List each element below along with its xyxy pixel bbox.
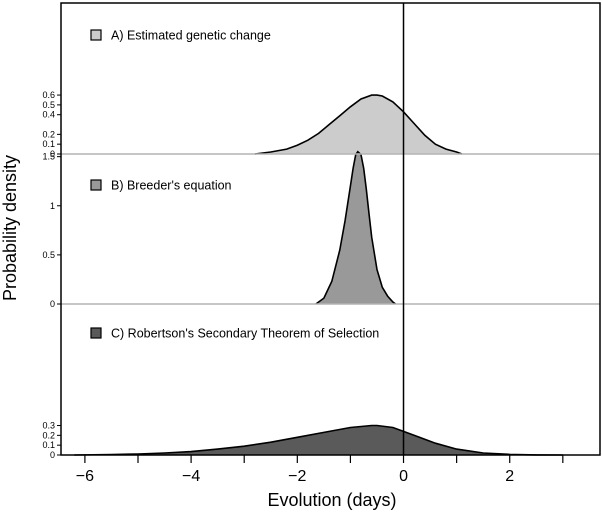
legend-swatch-b (90, 179, 102, 191)
y-tick-label-a: 0 (50, 149, 55, 159)
y-axis-layer: 00.10.20.40.50.600.511.500.10.20.3 (42, 90, 61, 460)
density-line-a (254, 94, 463, 155)
x-tick-label: −6 (76, 468, 94, 485)
y-tick-label-b: 0.5 (42, 250, 55, 260)
y-axis-title: Probability density (0, 155, 20, 301)
x-tick-label: −4 (182, 468, 200, 485)
density-line-c (74, 424, 563, 456)
x-tick-label: 2 (505, 468, 514, 485)
plot-frame (60, 2, 601, 456)
y-tick-label-c: 0.3 (42, 421, 55, 431)
legend-swatch-a (90, 29, 102, 41)
legend-label-a: A) Estimated genetic change (111, 29, 271, 43)
y-tick-label-a: 0.5 (42, 100, 55, 110)
y-tick-label-a: 0.2 (42, 129, 55, 139)
legend-layer: A) Estimated genetic change B) Breeder's … (90, 29, 379, 341)
legend-swatch-c (90, 327, 102, 339)
x-axis-title: Evolution (days) (267, 490, 396, 510)
y-tick-label-b: 1.5 (42, 152, 55, 162)
y-tick-label-b: 1 (50, 201, 55, 211)
density-fill-layer (74, 94, 563, 456)
density-fill-a (254, 95, 462, 154)
x-axis-layer: −6 −4 −2 0 2 (76, 455, 564, 485)
y-tick-label-c: 0.2 (42, 430, 55, 440)
legend-label-c: C) Robertson's Secondary Theorem of Sele… (111, 327, 379, 341)
legend-label-b: B) Breeder's equation (111, 179, 232, 193)
x-tick-label: 0 (399, 468, 408, 485)
y-tick-label-b: 0 (50, 299, 55, 309)
x-tick-label: −2 (288, 468, 306, 485)
y-tick-label-a: 0.1 (42, 139, 55, 149)
density-fill-b (315, 151, 396, 304)
y-tick-label-c: 0 (50, 450, 55, 460)
y-tick-label-a: 0.4 (42, 110, 55, 120)
y-tick-label-c: 0.1 (42, 440, 55, 450)
density-fill-c (74, 425, 563, 455)
plot-frame-layer (60, 2, 601, 456)
y-tick-label-a: 0.6 (42, 90, 55, 100)
panel-separator-layer (61, 153, 600, 305)
